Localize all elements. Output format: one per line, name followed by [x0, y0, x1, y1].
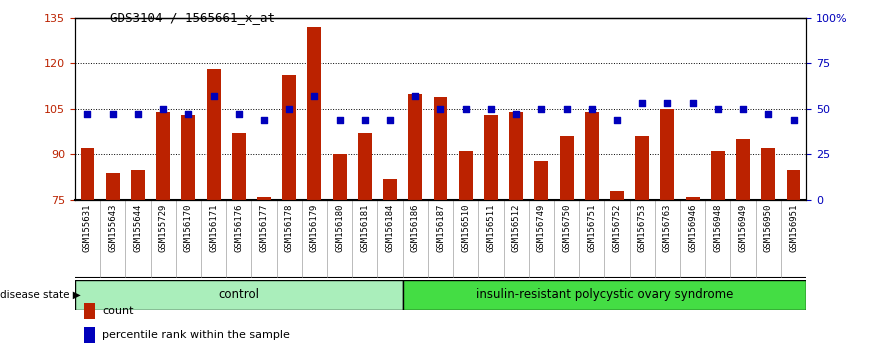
- Text: GSM156176: GSM156176: [234, 204, 243, 252]
- Bar: [685, 197, 700, 200]
- Point: [232, 112, 246, 117]
- Point: [307, 93, 322, 99]
- Text: GSM156184: GSM156184: [386, 204, 395, 252]
- Text: GSM156751: GSM156751: [588, 204, 596, 252]
- Text: GSM156753: GSM156753: [638, 204, 647, 252]
- Bar: [307, 27, 322, 200]
- Text: disease state ▶: disease state ▶: [0, 290, 81, 300]
- Point: [559, 106, 574, 112]
- Bar: [403, 280, 806, 310]
- Text: GSM156511: GSM156511: [486, 204, 495, 252]
- Text: GSM156510: GSM156510: [462, 204, 470, 252]
- Bar: [181, 115, 196, 200]
- Point: [206, 93, 220, 99]
- Point: [787, 117, 801, 122]
- Point: [534, 106, 548, 112]
- Text: GSM156752: GSM156752: [612, 204, 621, 252]
- Bar: [383, 179, 397, 200]
- Point: [433, 106, 448, 112]
- Bar: [232, 133, 246, 200]
- Point: [257, 117, 271, 122]
- Point: [333, 117, 347, 122]
- Bar: [737, 139, 750, 200]
- Bar: [106, 173, 120, 200]
- Text: GSM156181: GSM156181: [360, 204, 369, 252]
- Bar: [535, 160, 548, 200]
- Point: [484, 106, 498, 112]
- Text: GSM156763: GSM156763: [663, 204, 672, 252]
- Bar: [333, 154, 346, 200]
- Bar: [358, 133, 372, 200]
- Point: [131, 112, 145, 117]
- Text: percentile rank within the sample: percentile rank within the sample: [102, 330, 290, 341]
- Point: [585, 106, 599, 112]
- Point: [106, 112, 120, 117]
- Bar: [661, 109, 674, 200]
- Text: GSM156949: GSM156949: [738, 204, 748, 252]
- Point: [282, 106, 296, 112]
- Text: GSM156178: GSM156178: [285, 204, 293, 252]
- Bar: [509, 112, 523, 200]
- Point: [408, 93, 422, 99]
- Text: GSM155643: GSM155643: [108, 204, 117, 252]
- Text: GSM156512: GSM156512: [512, 204, 521, 252]
- Point: [610, 117, 624, 122]
- Bar: [559, 136, 574, 200]
- Text: GSM156187: GSM156187: [436, 204, 445, 252]
- Point: [661, 101, 675, 106]
- Bar: [484, 115, 498, 200]
- Bar: [459, 152, 472, 200]
- Point: [736, 106, 750, 112]
- Text: GSM156950: GSM156950: [764, 204, 773, 252]
- Text: GSM156170: GSM156170: [184, 204, 193, 252]
- Text: GSM155644: GSM155644: [133, 204, 143, 252]
- Text: count: count: [102, 306, 134, 316]
- Bar: [585, 112, 599, 200]
- Text: GSM155631: GSM155631: [83, 204, 92, 252]
- Bar: [433, 97, 448, 200]
- Point: [711, 106, 725, 112]
- Point: [156, 106, 170, 112]
- Bar: [131, 170, 144, 200]
- Text: GSM156750: GSM156750: [562, 204, 571, 252]
- Point: [80, 112, 94, 117]
- Text: GDS3104 / 1565661_x_at: GDS3104 / 1565661_x_at: [110, 11, 275, 24]
- Point: [509, 112, 523, 117]
- Text: insulin-resistant polycystic ovary syndrome: insulin-resistant polycystic ovary syndr…: [476, 288, 733, 301]
- Bar: [610, 191, 624, 200]
- Point: [685, 101, 700, 106]
- Bar: [711, 152, 725, 200]
- Bar: [761, 148, 775, 200]
- Bar: [257, 197, 271, 200]
- Bar: [207, 69, 220, 200]
- Text: control: control: [218, 288, 259, 301]
- Text: GSM156749: GSM156749: [537, 204, 546, 252]
- Text: GSM156177: GSM156177: [260, 204, 269, 252]
- Point: [459, 106, 473, 112]
- Point: [761, 112, 775, 117]
- Point: [358, 117, 372, 122]
- Bar: [80, 148, 94, 200]
- Bar: [156, 112, 170, 200]
- Text: GSM156946: GSM156946: [688, 204, 697, 252]
- Bar: [75, 280, 403, 310]
- Text: GSM156179: GSM156179: [310, 204, 319, 252]
- Bar: [635, 136, 649, 200]
- Point: [635, 101, 649, 106]
- Text: GSM156948: GSM156948: [714, 204, 722, 252]
- Point: [383, 117, 397, 122]
- Bar: [282, 75, 296, 200]
- Bar: [787, 170, 801, 200]
- Bar: [409, 94, 422, 200]
- Text: GSM156951: GSM156951: [789, 204, 798, 252]
- Point: [181, 112, 196, 117]
- Text: GSM156171: GSM156171: [209, 204, 218, 252]
- Text: GSM156180: GSM156180: [335, 204, 344, 252]
- Text: GSM156186: GSM156186: [411, 204, 419, 252]
- Text: GSM155729: GSM155729: [159, 204, 167, 252]
